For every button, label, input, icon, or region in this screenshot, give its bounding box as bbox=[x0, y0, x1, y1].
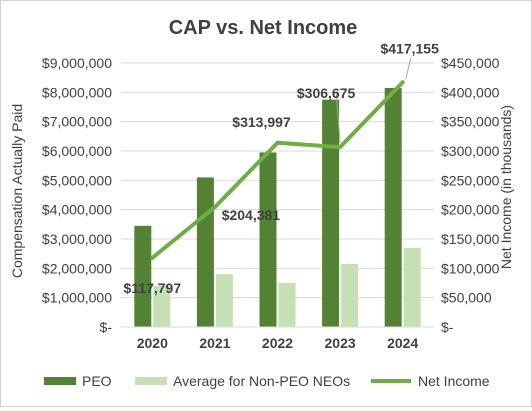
net-income-point bbox=[400, 80, 405, 85]
bar-peo bbox=[322, 99, 340, 328]
y-tick-label: $9,000,000 bbox=[42, 55, 112, 71]
legend-label-peo: PEO bbox=[82, 373, 112, 389]
y-axis-ticks: $- $1,000,000 $2,000,000 $3,000,000 $4,000,0… bbox=[42, 55, 112, 335]
x-category-label: 2024 bbox=[387, 335, 418, 351]
x-category-label: 2023 bbox=[325, 335, 356, 351]
leader-line bbox=[335, 92, 341, 144]
leader-line bbox=[405, 58, 412, 80]
bar-peo bbox=[259, 152, 277, 327]
y2-tick-label: $100,000 bbox=[441, 260, 500, 276]
bar-peo bbox=[196, 177, 214, 327]
net-income-line bbox=[150, 80, 405, 260]
y2-tick-label: $250,000 bbox=[441, 172, 500, 188]
bar-peo bbox=[384, 87, 402, 327]
x-axis-categories: 2020 2021 2022 2023 2024 bbox=[137, 335, 419, 351]
y-tick-label: $1,000,000 bbox=[42, 290, 112, 306]
y2-tick-label: $400,000 bbox=[441, 84, 500, 100]
net-income-data-label: $417,155 bbox=[380, 40, 439, 56]
y-tick-label: $- bbox=[100, 319, 113, 335]
net-income-data-label: $306,675 bbox=[297, 85, 356, 101]
bars bbox=[134, 87, 421, 328]
y2-tick-label: $350,000 bbox=[441, 114, 500, 130]
legend-label-non-peo: Average for Non-PEO NEOs bbox=[173, 373, 350, 389]
net-income-data-label: $117,797 bbox=[123, 280, 181, 296]
y2-tick-label: $150,000 bbox=[441, 231, 500, 247]
bar-non-peo bbox=[215, 274, 233, 327]
y-tick-label: $2,000,000 bbox=[42, 260, 112, 276]
legend-label-net-income: Net Income bbox=[418, 373, 490, 389]
net-income-point bbox=[275, 140, 280, 145]
y2-tick-label: $200,000 bbox=[441, 202, 500, 218]
y2-tick-label: $- bbox=[441, 319, 454, 335]
y-tick-label: $4,000,000 bbox=[42, 202, 112, 218]
y2-axis-ticks: $- $50,000 $100,000 $150,000 $200,000 $250,00… bbox=[441, 55, 500, 335]
legend-swatch-non-peo bbox=[135, 377, 167, 385]
y-tick-label: $5,000,000 bbox=[42, 172, 112, 188]
y-tick-label: $3,000,000 bbox=[42, 231, 112, 247]
net-income-point bbox=[212, 205, 217, 210]
y-tick-label: $7,000,000 bbox=[42, 114, 112, 130]
net-income-data-label: $313,997 bbox=[232, 114, 291, 130]
net-income-series-line bbox=[150, 80, 405, 260]
y-tick-label: $6,000,000 bbox=[42, 143, 112, 159]
bar-non-peo bbox=[403, 247, 421, 327]
net-income-point bbox=[150, 255, 155, 260]
bar-non-peo bbox=[278, 283, 296, 327]
y2-tick-label: $450,000 bbox=[441, 55, 500, 71]
net-income-data-label: $204,381 bbox=[222, 207, 281, 223]
bar-non-peo bbox=[153, 285, 171, 327]
legend: PEO Average for Non-PEO NEOs Net Income bbox=[44, 373, 490, 389]
net-income-point bbox=[338, 145, 343, 150]
legend-swatch-peo bbox=[44, 377, 76, 385]
y-tick-label: $8,000,000 bbox=[42, 84, 112, 100]
bar-non-peo bbox=[341, 263, 359, 327]
y2-axis-title: Net Income (in thousands) bbox=[498, 105, 514, 269]
y2-tick-label: $300,000 bbox=[441, 143, 500, 159]
chart-title: CAP vs. Net Income bbox=[169, 17, 358, 39]
x-category-label: 2021 bbox=[199, 335, 230, 351]
y-axis-title: Compensation Actually Paid bbox=[9, 104, 25, 278]
data-labels: $117,797 $204,381 $313,997 $306,675 $417,155 bbox=[123, 40, 439, 296]
y2-tick-label: $50,000 bbox=[441, 290, 492, 306]
x-category-label: 2020 bbox=[137, 335, 168, 351]
x-category-label: 2022 bbox=[262, 335, 293, 351]
bar-peo bbox=[134, 225, 152, 327]
